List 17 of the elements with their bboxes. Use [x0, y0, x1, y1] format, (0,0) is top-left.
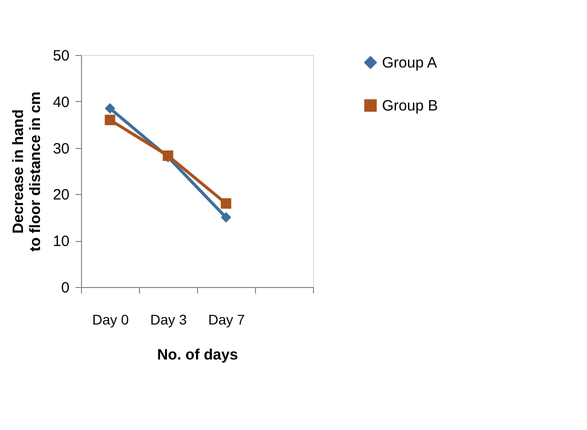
legend-label: Group B	[382, 98, 438, 114]
y-axis-title: Decrease in hand to floor distance in cm	[10, 91, 44, 252]
point	[220, 198, 232, 209]
x-tick-label: Day 0	[92, 312, 129, 328]
y-tick-label: 40	[52, 94, 70, 111]
x-axis-title: No. of days	[157, 346, 238, 364]
legend-label: Group A	[382, 54, 438, 72]
point	[104, 114, 116, 126]
y-tick-label: 30	[52, 140, 70, 158]
point	[104, 103, 116, 114]
y-tick-label: 10	[52, 233, 70, 250]
x-tick-label: Day 3	[150, 312, 187, 328]
x-tick-label: Day 7	[208, 312, 245, 328]
y-tick-label: 20	[52, 186, 70, 204]
y-tick-label: 0	[61, 280, 70, 296]
y-tick-label: 50	[52, 48, 70, 64]
point	[220, 212, 232, 223]
